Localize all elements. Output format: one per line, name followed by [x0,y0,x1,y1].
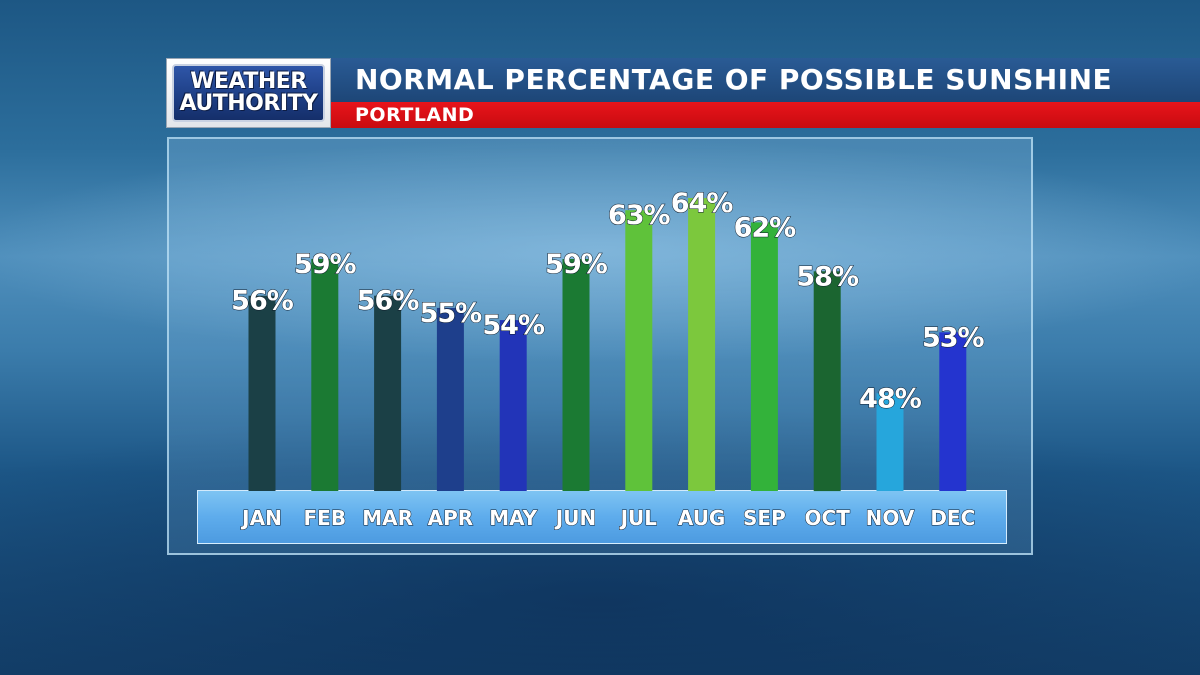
data-label-oct: 58% [796,261,859,292]
weather-authority-logo: WEATHER AUTHORITY [166,58,331,128]
bar-apr [436,307,464,491]
logo-line-authority: AUTHORITY [179,91,318,116]
bar-jan [248,295,276,491]
x-tick-jun: JUN [554,506,596,530]
data-label-jul: 63% [608,200,671,231]
bar-jul [625,210,653,491]
x-tick-mar: MAR [362,506,413,530]
data-label-aug: 64% [671,188,734,219]
x-tick-nov: NOV [866,506,915,530]
x-tick-may: MAY [489,506,537,530]
subtitle-bar: PORTLAND [331,102,1200,128]
data-label-feb: 59% [294,249,357,280]
bar-mar [374,295,402,491]
data-label-dec: 53% [922,322,985,353]
x-tick-jan: JAN [240,506,282,530]
data-label-sep: 62% [734,212,797,243]
x-tick-jul: JUL [619,506,658,530]
bar-sep [750,222,778,491]
data-label-may: 54% [482,310,545,341]
x-tick-feb: FEB [304,506,347,530]
location-subtitle: PORTLAND [355,104,475,126]
bar-jun [562,259,590,491]
x-tick-sep: SEP [743,506,786,530]
logo-line-weather: WEATHER [190,69,307,94]
bar-may [499,320,527,491]
page-title: NORMAL PERCENTAGE OF POSSIBLE SUNSHINE [355,63,1113,96]
bar-aug [688,198,716,491]
bar-nov [876,393,904,491]
x-tick-apr: APR [428,506,474,530]
bar-dec [939,332,967,491]
x-tick-oct: OCT [805,506,851,530]
data-label-jun: 59% [545,249,608,280]
bar-oct [813,271,841,492]
data-label-nov: 48% [859,383,922,414]
data-label-apr: 55% [420,298,483,329]
title-bar: NORMAL PERCENTAGE OF POSSIBLE SUNSHINE [331,58,1200,102]
bar-feb [311,259,339,491]
data-label-mar: 56% [357,286,420,317]
x-tick-dec: DEC [930,506,975,530]
x-tick-aug: AUG [678,506,726,530]
logo-badge: WEATHER AUTHORITY [172,64,325,122]
data-label-jan: 56% [231,286,294,317]
x-axis-strip [197,490,1007,544]
